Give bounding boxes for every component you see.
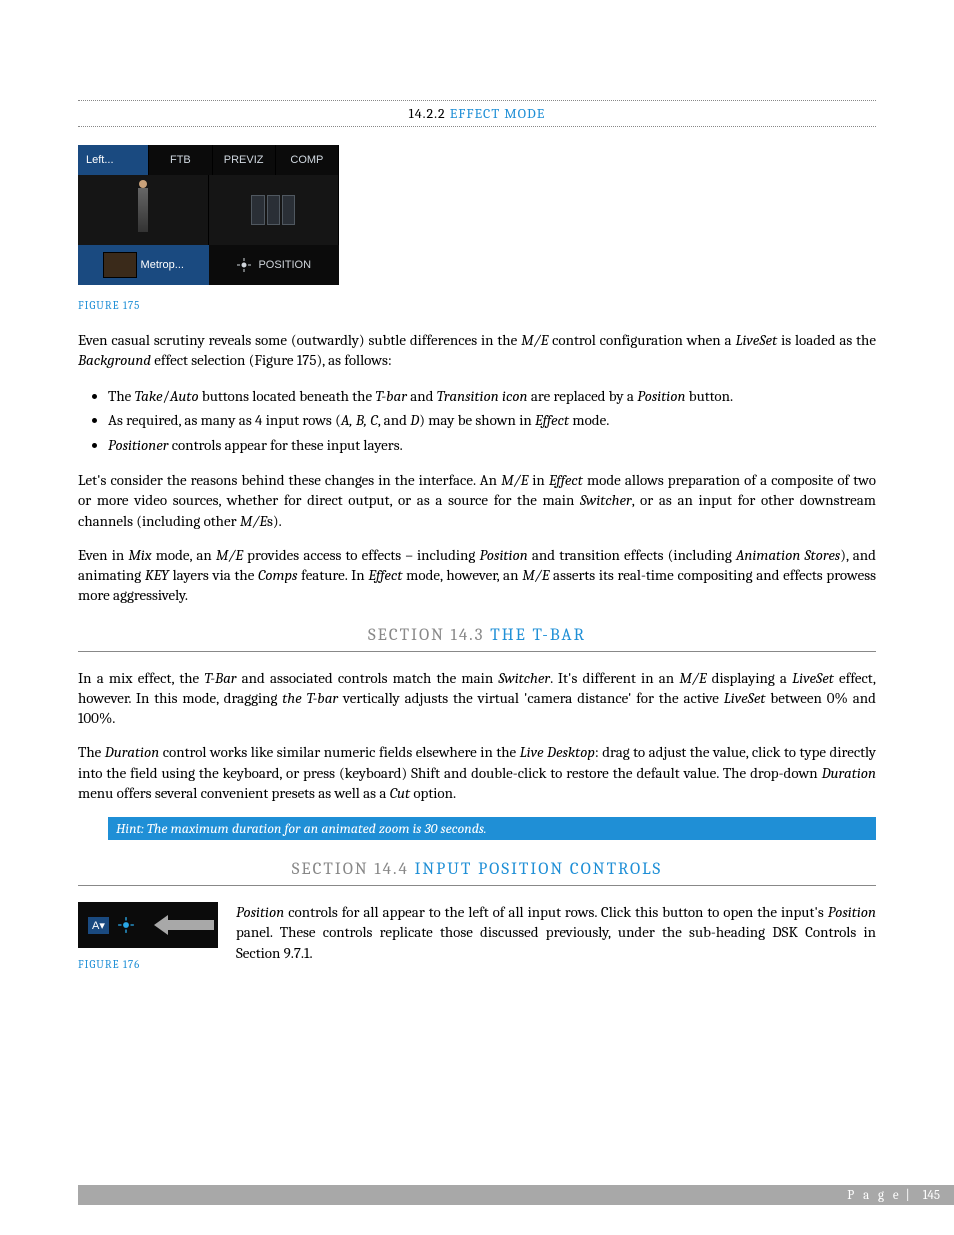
figure-176-caption: FIGURE 176 xyxy=(78,958,218,971)
para-3: Even in Mix mode, an M/E provides access… xyxy=(78,545,876,606)
section-header-144: SECTION 14.4 INPUT POSITION CONTROLS xyxy=(78,860,876,886)
para-4: In a mix effect, the T-Bar and associate… xyxy=(78,668,876,729)
figure-176-image: A▾ xyxy=(78,902,218,948)
para-1: Even casual scrutiny reveals some (outwa… xyxy=(78,330,876,371)
para-5: The Duration control works like similar … xyxy=(78,742,876,803)
footer-sep: | xyxy=(906,1188,913,1203)
fig175-position: POSITION xyxy=(209,245,340,285)
fig175-tab-previz: PREVIZ xyxy=(213,145,276,175)
footer-label: P a g e xyxy=(847,1188,901,1203)
fig175-thumb-person xyxy=(78,175,209,245)
section-title: EFFECT MODE xyxy=(450,105,546,122)
figure-176: A▾ FIGURE 176 xyxy=(78,902,218,989)
arrow-icon xyxy=(154,916,214,934)
section-prefix: SECTION 14.3 xyxy=(368,626,485,645)
hint-box: Hint: The maximum duration for an animat… xyxy=(108,817,876,840)
fig175-tab-left: Left... xyxy=(78,145,149,175)
page-number: 145 xyxy=(923,1188,940,1203)
fig176-a-dropdown: A▾ xyxy=(88,917,109,934)
para-2: Let's consider the reasons behind these … xyxy=(78,470,876,531)
section-title: INPUT POSITION CONTROLS xyxy=(415,860,663,879)
fig175-metrop: Metrop... xyxy=(78,245,209,285)
figure-175-image: Left... FTB PREVIZ COMP Metrop... POSITI… xyxy=(78,145,339,285)
bullet-2: As required, as many as 4 input rows (A,… xyxy=(108,409,876,432)
section-header-1422: 14.2.2 EFFECT MODE xyxy=(78,100,876,127)
position-icon xyxy=(115,914,137,936)
bullet-1: The Take/Auto buttons located beneath th… xyxy=(108,385,876,408)
bullet-3: Positioner controls appear for these inp… xyxy=(108,434,876,457)
figure-175-caption: FIGURE 175 xyxy=(78,299,876,312)
page-footer: P a g e | 145 xyxy=(78,1185,954,1205)
fig175-tab-comp: COMP xyxy=(276,145,339,175)
para-6: Position controls for all appear to the … xyxy=(236,902,876,963)
bullet-list: The Take/Auto buttons located beneath th… xyxy=(108,385,876,457)
section-prefix: SECTION 14.4 xyxy=(292,860,409,879)
figure-176-row: A▾ FIGURE 176 Position controls for all … xyxy=(78,902,876,989)
fig175-tab-ftb: FTB xyxy=(149,145,212,175)
position-icon xyxy=(236,257,252,273)
section-title: THE T-BAR xyxy=(490,626,586,645)
fig175-thumb-trans xyxy=(209,175,340,245)
section-header-143: SECTION 14.3 THE T-BAR xyxy=(78,626,876,652)
section-number: 14.2.2 xyxy=(409,105,446,122)
